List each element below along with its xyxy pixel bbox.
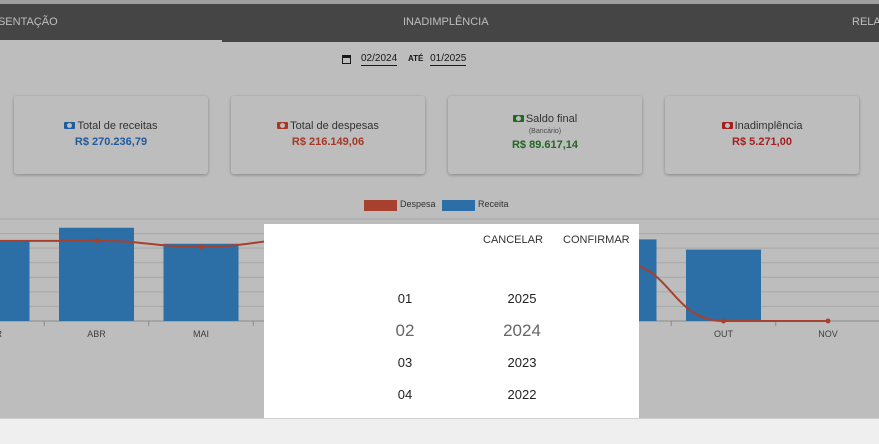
- card-value: R$ 5.271,00: [732, 136, 792, 148]
- bar-receita: [686, 249, 761, 321]
- x-tick-label: NOV: [818, 329, 838, 339]
- tab-inadimplencia[interactable]: INADIMPLÊNCIA: [403, 16, 489, 28]
- month-option-selected[interactable]: 02: [395, 321, 415, 340]
- card-saldo-final: Saldo final (Bancário) R$ 89.617,14: [448, 96, 642, 174]
- money-icon: [721, 122, 733, 129]
- card-total-receitas: Total de receitas R$ 270.236,79: [14, 96, 208, 174]
- date-to-field[interactable]: 01/2025: [430, 53, 467, 66]
- card-total-despesas: Total de despesas R$ 216.149,06: [231, 96, 425, 174]
- bar-receita: [0, 240, 30, 321]
- x-tick-label: MAI: [193, 329, 209, 339]
- month-option[interactable]: 04: [397, 387, 413, 402]
- year-option[interactable]: 2022: [507, 387, 537, 402]
- date-from-field[interactable]: 02/2024: [361, 53, 398, 66]
- calendar-icon[interactable]: [342, 55, 351, 64]
- legend-label-despesa: Despesa: [400, 199, 436, 209]
- top-strip: [0, 0, 879, 4]
- year-option-selected[interactable]: 2024: [503, 321, 541, 340]
- money-icon: [512, 115, 524, 122]
- card-value: R$ 89.617,14: [511, 139, 579, 151]
- point-despesa: [94, 238, 99, 244]
- cancel-button[interactable]: CANCELAR: [483, 234, 543, 246]
- legend-label-receita: Receita: [478, 199, 509, 209]
- tab-relatorios[interactable]: RELATÓRIOS: [852, 16, 879, 28]
- card-label: Saldo final: [525, 113, 578, 125]
- card-label: Total de despesas: [290, 120, 379, 132]
- active-tab-indicator: [0, 40, 222, 42]
- x-tick-label: OUT: [714, 329, 734, 339]
- month-option[interactable]: 03: [397, 355, 413, 370]
- x-tick-label: MAR: [0, 329, 3, 339]
- card-label: Inadimplência: [734, 120, 803, 132]
- tab-bar: APRESENTAÇÃO INADIMPLÊNCIA RELATÓRIOS: [0, 4, 879, 42]
- month-picker-dialog: CANCELAR CONFIRMAR 01 02 03 04 2025 2024…: [264, 224, 639, 418]
- legend-swatch-receita[interactable]: [442, 200, 475, 211]
- x-tick-label: ABR: [87, 329, 106, 339]
- confirm-button[interactable]: CONFIRMAR: [563, 234, 630, 246]
- money-icon: [64, 122, 76, 129]
- year-option[interactable]: 2023: [507, 355, 537, 370]
- point-despesa: [198, 244, 204, 250]
- year-option[interactable]: 2025: [507, 291, 537, 306]
- bottom-bar: [0, 418, 879, 444]
- card-inadimplencia: Inadimplência R$ 5.271,00: [665, 96, 859, 174]
- card-label: Total de receitas: [77, 120, 158, 132]
- bar-receita: [163, 243, 239, 321]
- card-note: (Bancário): [528, 128, 562, 135]
- point-despesa: [721, 318, 726, 324]
- legend-swatch-despesa[interactable]: [364, 200, 397, 211]
- card-value: R$ 216.149,06: [291, 136, 365, 148]
- tab-apresentacao[interactable]: APRESENTAÇÃO: [0, 16, 58, 28]
- month-option[interactable]: 01: [397, 291, 413, 306]
- date-separator: ATÉ: [407, 54, 424, 63]
- money-icon: [277, 122, 289, 129]
- card-value: R$ 270.236,79: [74, 136, 148, 148]
- date-filter: 02/2024 ATÉ 01/2025: [361, 53, 467, 71]
- point-despesa: [825, 318, 831, 324]
